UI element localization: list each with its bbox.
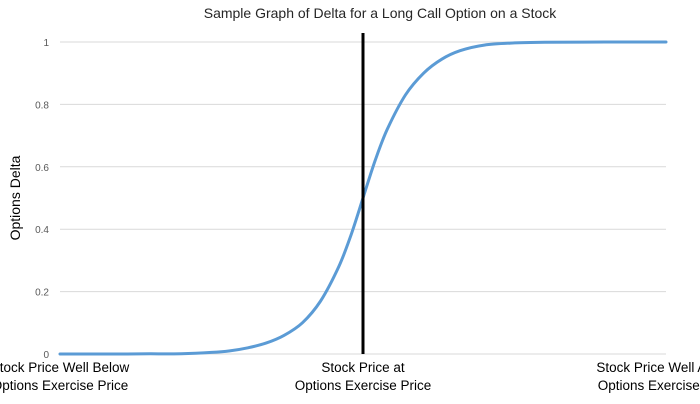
chart-title: Sample Graph of Delta for a Long Call Op… [204,5,558,21]
y-tick-label-1: 0.2 [35,288,49,299]
x-tick-labels: Stock Price Well Below Options Exercise P… [0,360,700,393]
y-tick-label-2: 0.4 [35,225,49,236]
y-tick-labels: 0 0.2 0.4 0.6 0.8 1 [35,38,49,361]
y-tick-label-4: 0.8 [35,100,49,111]
y-tick-label-3: 0.6 [35,163,49,174]
x-tick-label-0: Stock Price Well Below Options Exercise P… [0,360,130,393]
series-line-0 [58,40,668,356]
x-tick-label-2: Stock Price Well AboveOptions Exercise P… [596,360,700,393]
y-tick-label-5: 1 [43,38,49,49]
x-tick-label-1: Stock Price at Options Exercise Price [295,360,432,393]
y-tick-label-0: 0 [43,350,49,361]
y-axis-label: Options Delta [7,155,23,240]
series-layer [58,40,668,356]
